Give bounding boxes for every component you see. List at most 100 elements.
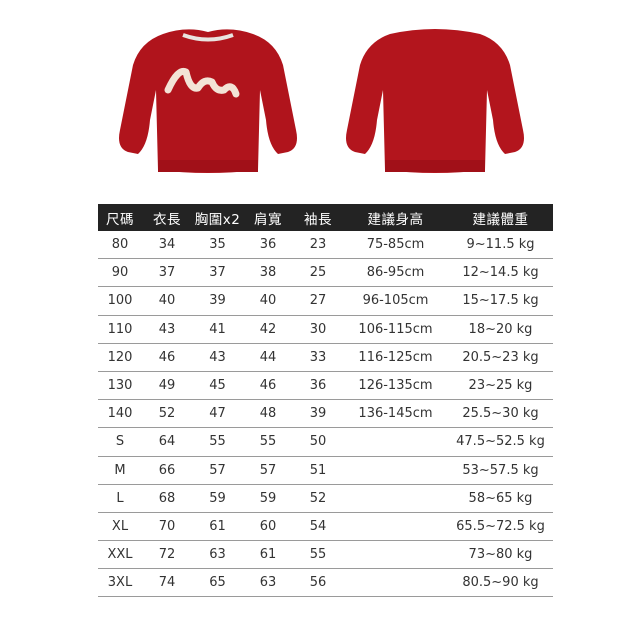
table-row: XXL 72 63 61 55 73~80 kg bbox=[98, 541, 553, 570]
cell-size: 110 bbox=[107, 321, 133, 337]
cell-sleeve: 50 bbox=[309, 434, 327, 450]
cell-shoulder: 40 bbox=[259, 293, 277, 309]
cell-size: L bbox=[116, 490, 124, 506]
cell-size: 130 bbox=[107, 378, 133, 394]
cell-length: 66 bbox=[158, 462, 176, 478]
cell-size: 3XL bbox=[107, 575, 133, 591]
cell-length: 72 bbox=[158, 547, 176, 563]
cell-sleeve: 52 bbox=[309, 490, 327, 506]
cell-weight: 47.5~52.5 kg bbox=[456, 434, 545, 450]
cell-size: XXL bbox=[107, 547, 133, 563]
cell-chest: 47 bbox=[209, 406, 226, 422]
cell-weight: 23~25 kg bbox=[468, 378, 533, 394]
size-chart-table: 尺碼 衣長 胸圍x2 肩寬 袖長 建議身高 建議體重 80 34 35 36 23 75-85cm 9~… bbox=[98, 204, 553, 598]
sweatshirt-back-icon bbox=[346, 29, 524, 173]
cell-chest: 65 bbox=[209, 575, 226, 591]
cell-sleeve: 55 bbox=[309, 547, 327, 563]
table-row: 130 49 45 46 36 126-135cm 23~25 kg bbox=[98, 372, 553, 401]
cell-shoulder: 59 bbox=[259, 490, 277, 506]
cell-length: 43 bbox=[158, 321, 176, 337]
cell-chest: 43 bbox=[209, 349, 226, 365]
cell-shoulder: 46 bbox=[259, 378, 277, 394]
cell-chest: 57 bbox=[209, 462, 226, 478]
cell-length: 64 bbox=[158, 434, 176, 450]
cell-length: 37 bbox=[158, 265, 176, 281]
sweatshirt-front-icon bbox=[119, 29, 297, 173]
cell-weight: 18~20 kg bbox=[468, 321, 533, 337]
cell-size: M bbox=[114, 462, 126, 478]
cell-sleeve: 30 bbox=[309, 321, 327, 337]
header-sleeve: 袖長 bbox=[304, 211, 332, 228]
cell-size: 120 bbox=[107, 349, 133, 365]
cell-size: S bbox=[115, 434, 125, 450]
table-row: S 64 55 55 50 47.5~52.5 kg bbox=[98, 428, 553, 457]
table-row: 110 43 41 42 30 106-115cm 18~20 kg bbox=[98, 316, 553, 344]
cell-height: 126-135cm bbox=[358, 378, 433, 394]
cell-weight: 73~80 kg bbox=[468, 547, 533, 563]
cell-length: 52 bbox=[158, 406, 176, 422]
table-row: 120 46 43 44 33 116-125cm 20.5~23 kg bbox=[98, 344, 553, 372]
cell-sleeve: 39 bbox=[309, 406, 327, 422]
cell-shoulder: 61 bbox=[259, 547, 277, 563]
cell-chest: 37 bbox=[209, 265, 226, 281]
cell-shoulder: 38 bbox=[259, 265, 277, 281]
cell-length: 49 bbox=[158, 378, 176, 394]
cell-length: 70 bbox=[158, 518, 176, 534]
cell-height: 75-85cm bbox=[366, 237, 425, 253]
cell-weight: 9~11.5 kg bbox=[466, 237, 535, 253]
cell-chest: 63 bbox=[209, 547, 226, 563]
cell-weight: 53~57.5 kg bbox=[462, 462, 539, 478]
table-header: 尺碼 衣長 胸圍x2 肩寬 袖長 建議身高 建議體重 bbox=[98, 204, 553, 231]
cell-height: 106-115cm bbox=[358, 321, 433, 337]
sweatshirt-front-image bbox=[119, 29, 297, 173]
cell-shoulder: 57 bbox=[259, 462, 277, 478]
table-row: L 68 59 59 52 58~65 kg bbox=[98, 485, 553, 513]
cell-size: XL bbox=[111, 518, 129, 534]
cell-sleeve: 36 bbox=[309, 378, 327, 394]
cell-chest: 45 bbox=[209, 378, 226, 394]
cell-weight: 80.5~90 kg bbox=[462, 575, 539, 591]
header-chest: 胸圍x2 bbox=[194, 211, 241, 228]
table-row: 100 40 39 40 27 96-105cm 15~17.5 kg bbox=[98, 287, 553, 316]
cell-shoulder: 60 bbox=[259, 518, 277, 534]
cell-chest: 59 bbox=[209, 490, 226, 506]
cell-shoulder: 63 bbox=[259, 575, 277, 591]
cell-chest: 55 bbox=[209, 434, 226, 450]
cell-length: 68 bbox=[158, 490, 176, 506]
header-shoulder: 肩寬 bbox=[254, 211, 282, 228]
cell-chest: 39 bbox=[209, 293, 226, 309]
cell-size: 90 bbox=[111, 265, 129, 281]
header-height: 建議身高 bbox=[367, 211, 424, 228]
cell-shoulder: 44 bbox=[259, 349, 277, 365]
cell-size: 140 bbox=[107, 406, 133, 422]
cell-sleeve: 23 bbox=[309, 237, 327, 253]
cell-weight: 58~65 kg bbox=[468, 490, 533, 506]
table-row: M 66 57 57 51 53~57.5 kg bbox=[98, 457, 553, 485]
cell-size: 80 bbox=[111, 237, 129, 253]
cell-height: 96-105cm bbox=[362, 293, 429, 309]
cell-sleeve: 27 bbox=[309, 293, 327, 309]
table-row: 3XL 74 65 63 56 80.5~90 kg bbox=[98, 569, 553, 598]
cell-shoulder: 48 bbox=[259, 406, 277, 422]
cell-sleeve: 56 bbox=[309, 575, 327, 591]
cell-shoulder: 55 bbox=[259, 434, 277, 450]
cell-weight: 25.5~30 kg bbox=[462, 406, 539, 422]
cell-weight: 20.5~23 kg bbox=[462, 349, 539, 365]
cell-shoulder: 36 bbox=[259, 237, 277, 253]
sweatshirt-back-image bbox=[346, 29, 524, 173]
cell-weight: 12~14.5 kg bbox=[462, 265, 539, 281]
table-row: XL 70 61 60 54 65.5~72.5 kg bbox=[98, 513, 553, 542]
cell-length: 74 bbox=[158, 575, 176, 591]
cell-shoulder: 42 bbox=[259, 321, 277, 337]
cell-length: 34 bbox=[158, 237, 176, 253]
header-size: 尺碼 bbox=[106, 211, 134, 228]
cell-chest: 61 bbox=[209, 518, 226, 534]
cell-weight: 15~17.5 kg bbox=[462, 293, 539, 309]
cell-height: 86-95cm bbox=[366, 265, 425, 281]
cell-height: 116-125cm bbox=[358, 349, 433, 365]
cell-height: 136-145cm bbox=[358, 406, 433, 422]
cell-size: 100 bbox=[107, 293, 133, 309]
cell-chest: 41 bbox=[209, 321, 226, 337]
cell-length: 46 bbox=[158, 349, 176, 365]
header-weight: 建議體重 bbox=[472, 211, 529, 228]
